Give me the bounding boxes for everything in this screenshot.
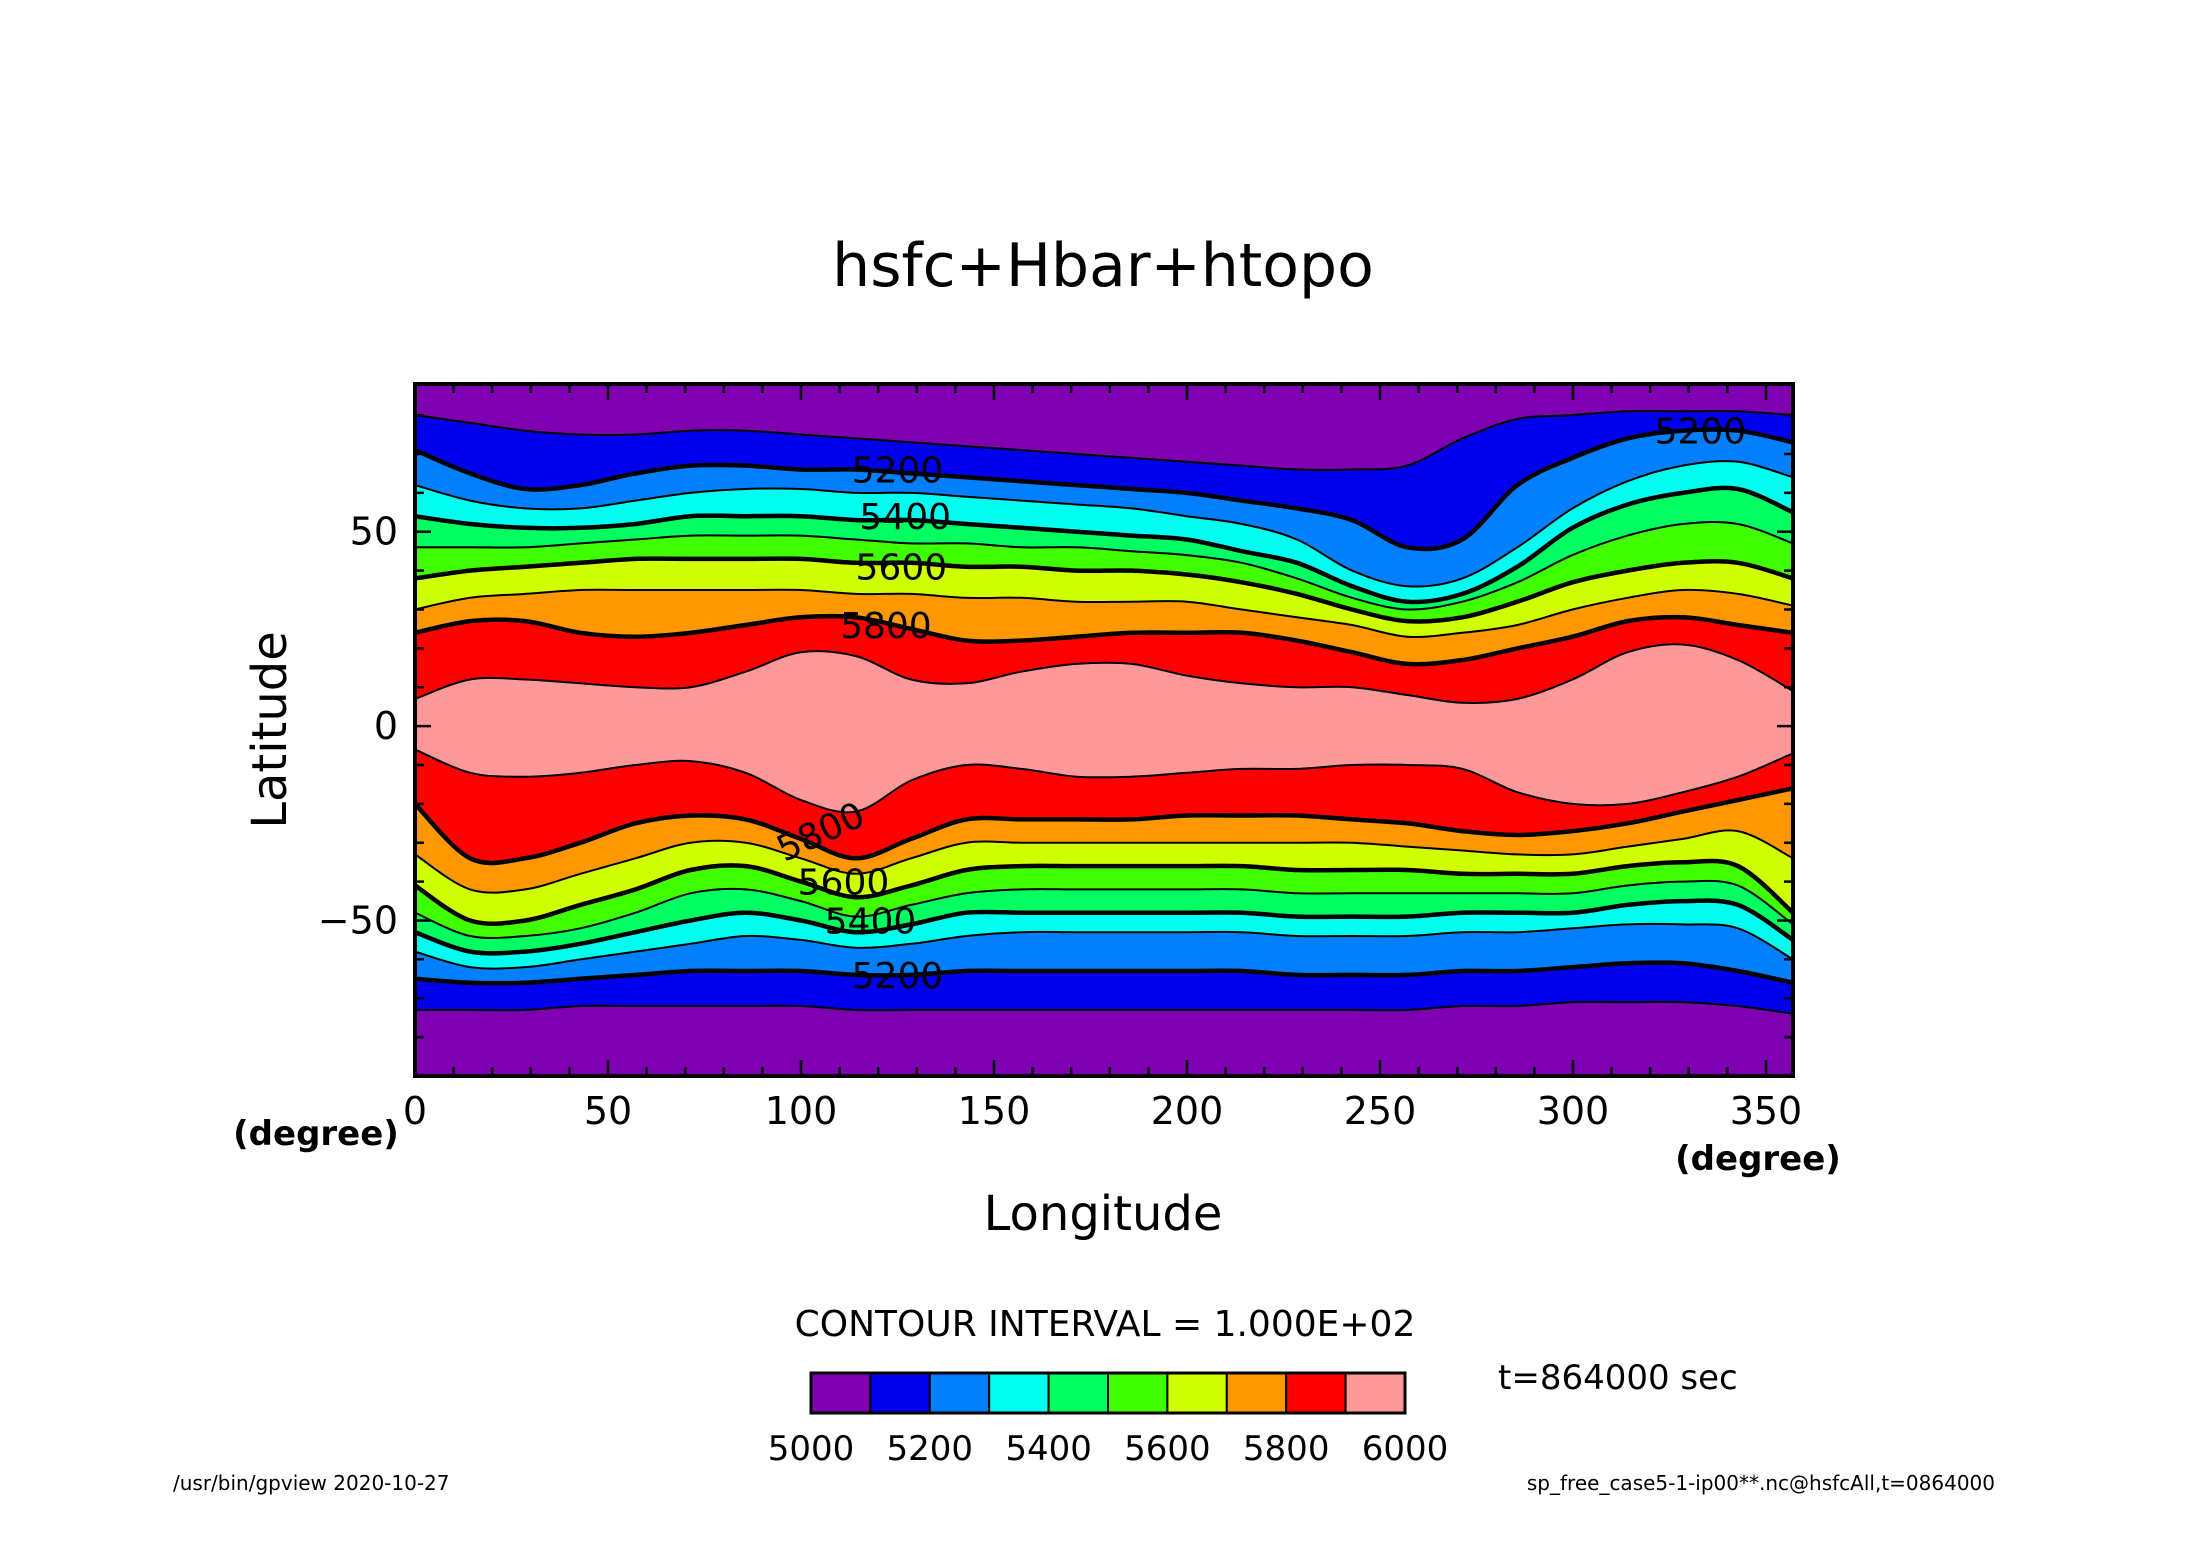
contour-line-5700 [415,829,1793,894]
colorbar-swatch [869,1372,931,1414]
contour-line-5900 [415,748,1793,814]
contour-label: 5800 [840,606,932,647]
contour-line-5600 [415,556,1793,624]
contour-line-5300 [415,460,1793,588]
colorbar-label: 6000 [1362,1429,1449,1469]
contour-label-text: 5400 [859,497,951,538]
contour-line-5200 [415,427,1793,552]
contour-line-5800 [415,613,1793,667]
contour-line-5900 [415,643,1793,704]
colorbar-labels: 5000 5200 5400 5600 5800 6000 [768,1429,1449,1469]
y-tick-label: −50 [318,898,398,942]
contour-label-text: 5600 [798,863,890,904]
x-tick-label: 50 [584,1089,632,1133]
colorbar-swatch [988,1372,1050,1414]
colorbar-label: 5600 [1124,1429,1211,1469]
contour-label: 5600 [856,548,948,589]
contour-line-5300 [415,922,1793,970]
axis-ticks [413,384,1793,1076]
colorbar-swatch [928,1372,991,1414]
x-unit-right: (degree) [1675,1139,1841,1179]
x-tick-label: 350 [1730,1089,1803,1133]
y-axis-label: Latitude [242,631,298,829]
footer-left: /usr/bin/gpview 2020-10-27 [173,1471,450,1495]
colorbar-label: 5800 [1243,1429,1330,1469]
contour-label: 5400 [825,901,917,942]
colorbar-swatch [1225,1372,1288,1414]
chart-title: hsfc+Hbar+htopo [832,231,1374,301]
colorbar-swatch [1285,1372,1347,1414]
colorbar [809,1371,1407,1415]
plot-frame [413,382,1795,1078]
x-tick-label: 250 [1344,1089,1417,1133]
contour-label-text: 5400 [825,901,917,942]
y-tick-label: 0 [374,704,398,748]
colorbar-swatch [1107,1372,1169,1414]
colorbar-label: 5200 [887,1429,974,1469]
y-tick-labels: −50 0 50 [318,510,398,943]
contour-line-5400 [415,485,1793,605]
contour-label: 5200 [852,956,944,997]
contour-line-5100 [415,1000,1793,1015]
contour-line-5700 [415,588,1793,638]
north-band-5100 [415,384,1793,471]
contour-lines [415,409,1793,1015]
footer-right: sp_free_case5-1-ip00**.nc@hsfcAll,t=0864… [1527,1471,1995,1495]
colorbar-label: 5400 [1005,1429,1092,1469]
contour-line-5400 [415,898,1793,956]
colorbar-swatch [1344,1372,1406,1414]
x-tick-label: 150 [958,1089,1031,1133]
contour-label-text: 5600 [856,548,948,589]
x-tick-label: 300 [1537,1089,1610,1133]
contour-line-5500 [415,879,1793,940]
contour-label-text: 5200 [852,451,944,492]
contour-interval-text: CONTOUR INTERVAL = 1.000E+02 [795,1304,1416,1345]
contour-line-5600 [415,858,1793,926]
x-tick-label: 200 [1151,1089,1224,1133]
contour-label: 5200 [1655,412,1747,453]
contour-label: 5200 [852,451,944,492]
contour-label-text: 5200 [852,956,944,997]
contour-label: 5600 [798,863,890,904]
contour-label-text: 5800 [840,606,932,647]
contour-label: 5400 [859,497,951,538]
colorbar-swatch [810,1372,872,1414]
south-band-5100 [415,1001,1793,1076]
colorbar-label: 5000 [768,1429,855,1469]
contour-line-5200 [415,960,1793,986]
contour-line-5800 [415,786,1793,866]
x-tick-labels: 0 50 100 150 200 250 300 350 [403,1089,1802,1133]
time-text: t=864000 sec [1498,1358,1738,1398]
colorbar-swatch [1047,1372,1109,1414]
x-unit-left: (degree) [233,1114,399,1154]
x-tick-label: 100 [765,1089,838,1133]
x-axis-label: Longitude [984,1186,1223,1242]
contour-label-text: 5200 [1655,412,1747,453]
x-tick-label: 0 [403,1089,427,1133]
contour-line-5500 [415,521,1793,611]
colorbar-swatch [1166,1372,1228,1414]
colorbar-frame [809,1371,1407,1415]
y-tick-label: 50 [350,510,398,554]
contour-line-5100 [415,409,1793,472]
